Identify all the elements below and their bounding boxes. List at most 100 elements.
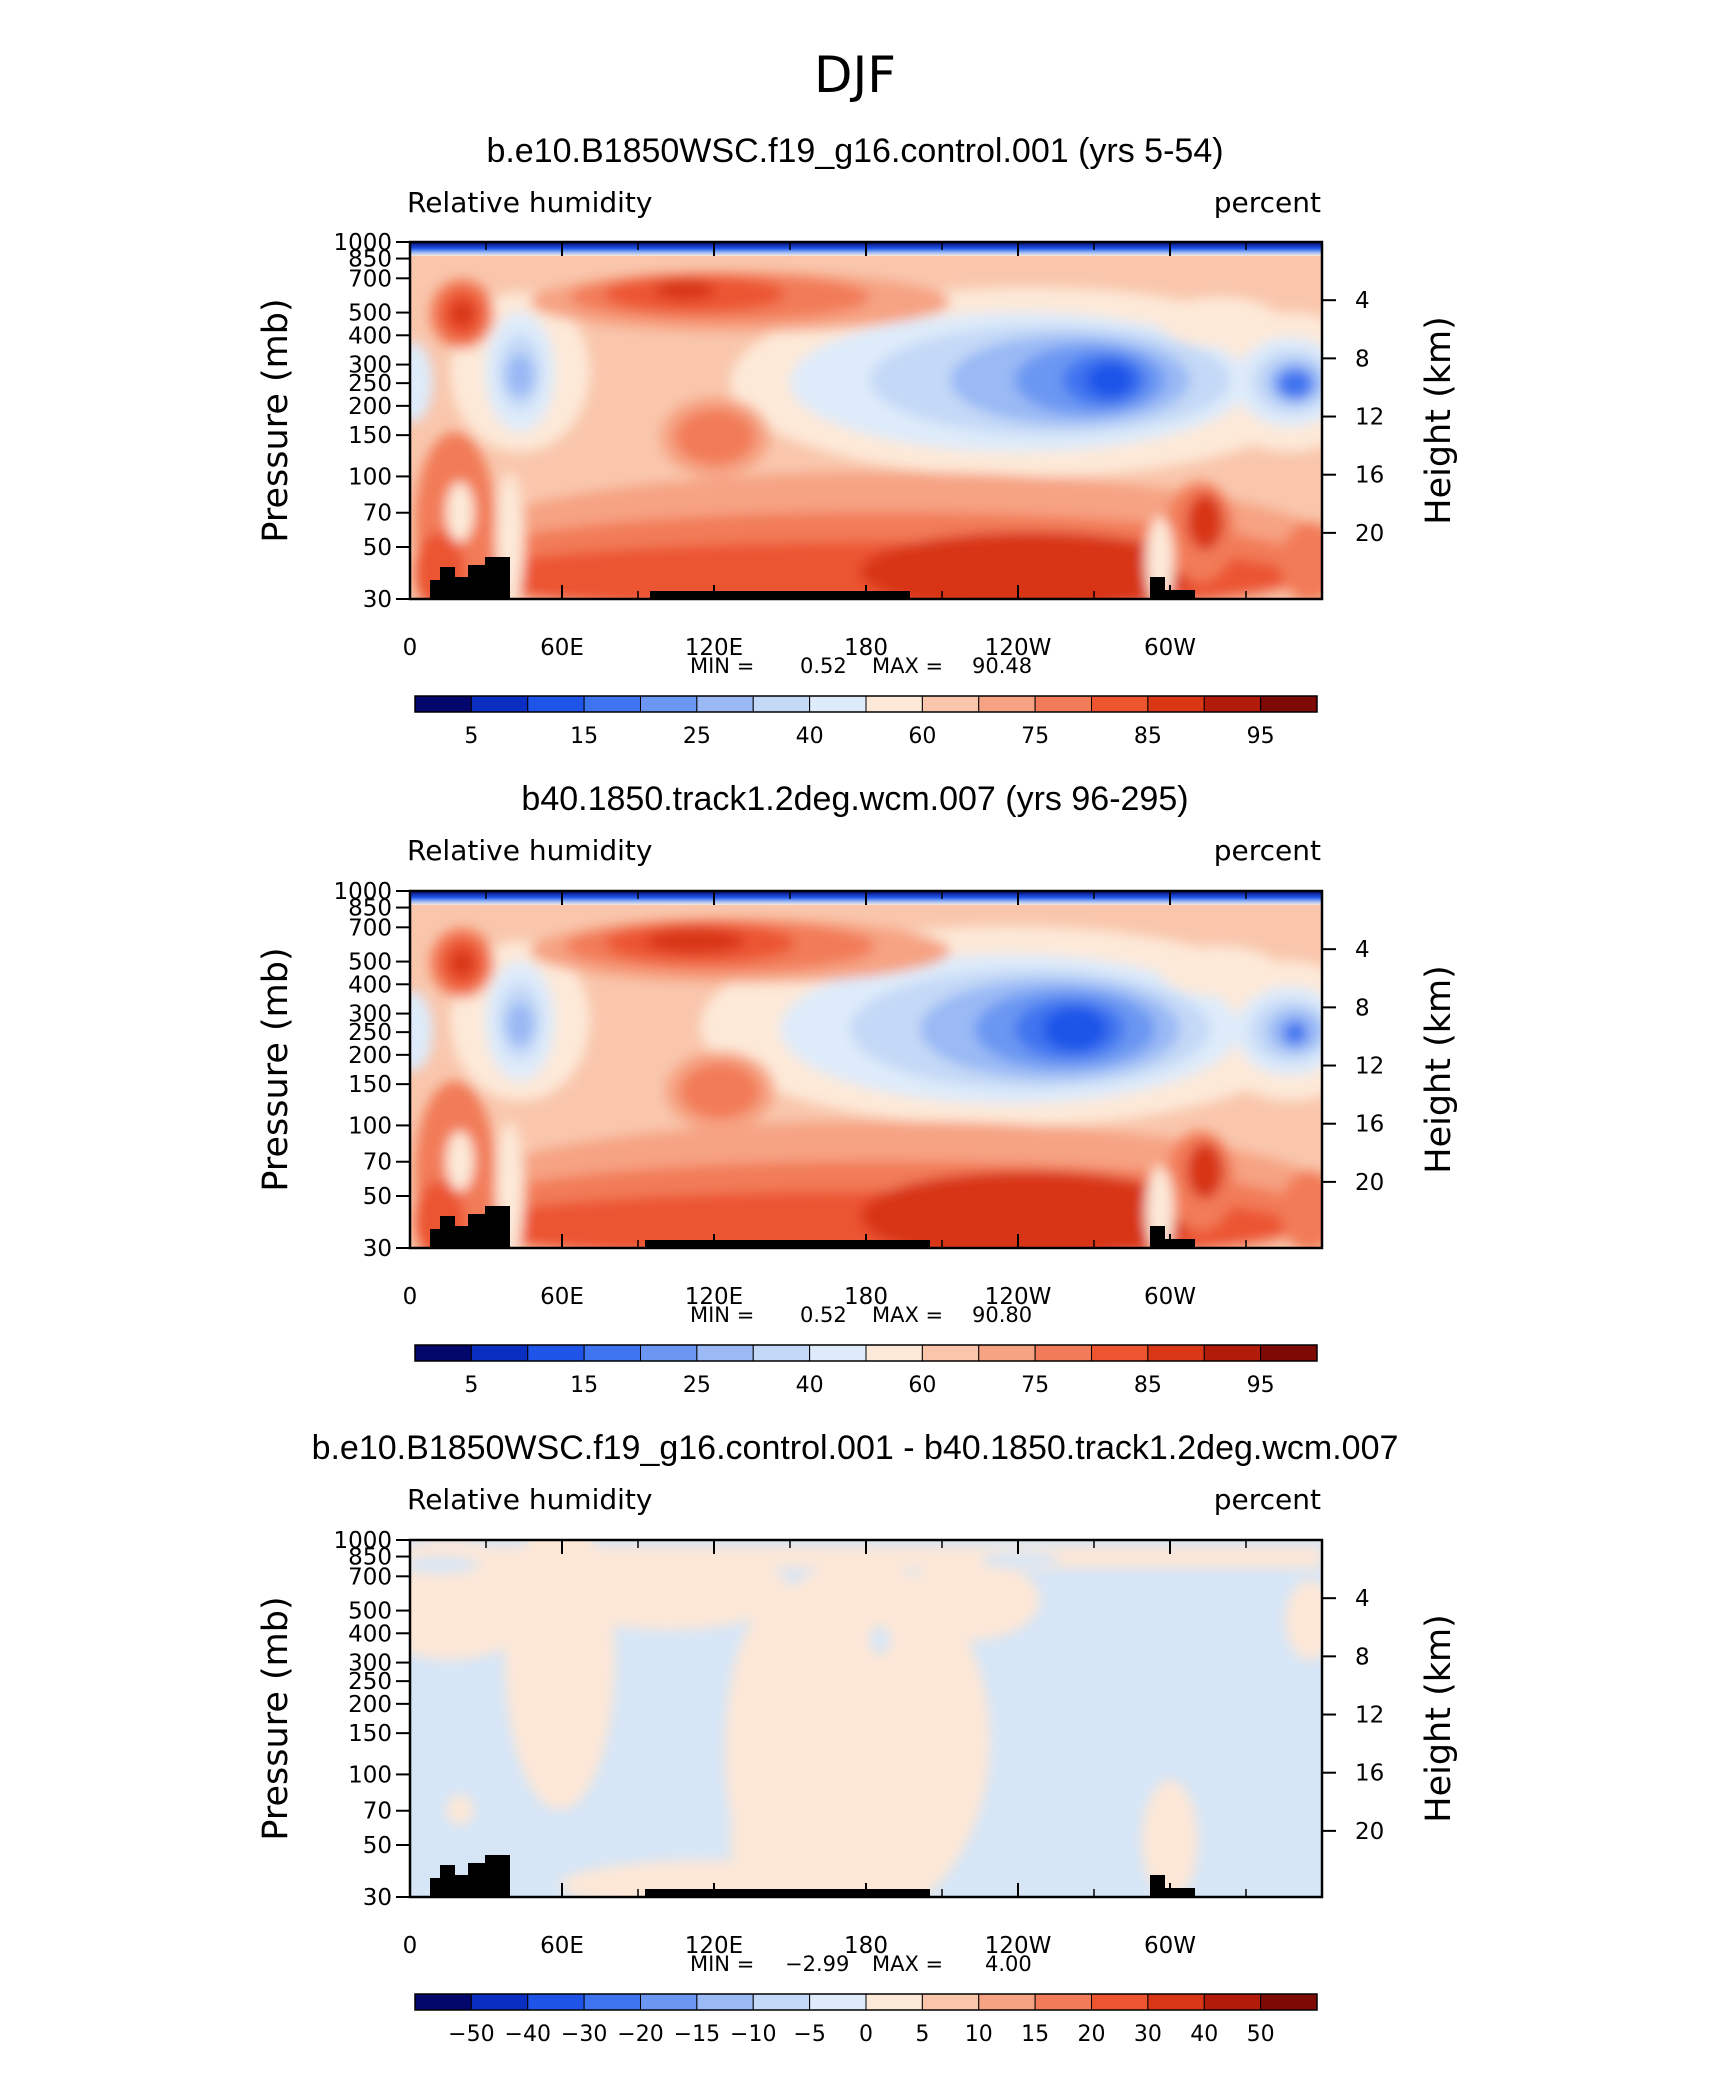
panel-title: b.e10.B1850WSC.f19_g16.control.001 - b40… [312,1429,1399,1467]
colorbar-swatch [1147,695,1205,713]
y-tick-label: 150 [348,1721,392,1747]
colorbar-swatch [1147,1344,1205,1362]
colorbar-swatch [1034,695,1092,713]
colorbar-swatch [978,695,1036,713]
colorbar-label: 15 [570,1373,598,1398]
x-tick-label: 180 [844,1933,888,1959]
x-tick-label: 60E [540,1284,584,1310]
colorbar-label: 85 [1134,1373,1162,1398]
units-label: percent [1214,1483,1321,1516]
colorbar-swatch [696,695,754,713]
colorbar-swatch [865,1344,923,1362]
colorbar-label: 0 [859,2022,873,2047]
y2-tick-label: 8 [1355,995,1370,1021]
colorbar-label: 50 [1247,2022,1275,2047]
colorbar-swatch [414,1344,472,1362]
colorbar-swatch [696,1993,754,2011]
y-tick-label: 500 [348,950,392,976]
variable-label: Relative humidity [407,834,652,867]
y-tick-label: 850 [348,1545,392,1571]
y2-tick-label: 12 [1355,1054,1384,1080]
colorbar-label: 25 [683,1373,711,1398]
x-tick-label: 0 [403,1284,418,1310]
y-tick-label: 700 [348,915,392,941]
max-value: 90.80 [972,1303,1032,1327]
x-tick-label: 180 [844,635,888,661]
colorbar-swatch [1203,1344,1262,1362]
colorbar-label: 10 [965,2022,993,2047]
x-tick-label: 120W [985,635,1052,661]
y2-tick-label: 4 [1355,288,1370,314]
x-tick-label: 60W [1144,635,1196,661]
x-tick-label: 0 [403,1933,418,1959]
y2-axis-title: Height (km) [1419,1614,1459,1823]
colorbar-swatch [527,1993,585,2011]
colorbar-label: 75 [1021,1373,1049,1398]
colorbar-label: 40 [796,724,824,749]
y-tick-label: 100 [348,1113,392,1139]
y-tick-label: 500 [348,1599,392,1625]
colorbar-label: −40 [505,2022,551,2047]
colorbar-swatch [921,1993,980,2011]
y-tick-label: 300 [348,1651,392,1677]
colorbar-label: 40 [796,1373,824,1398]
colorbar-label: −10 [730,2022,776,2047]
colorbar-swatch [921,1344,980,1362]
colorbar-label: 40 [1190,2022,1218,2047]
colorbar-swatch [414,695,472,713]
max-label: MAX = [872,654,943,678]
x-tick-label: 120E [685,1284,743,1310]
panel-control: b.e10.B1850WSC.f19_g16.control.001 (yrs … [256,132,1459,749]
y-tick-label: 300 [348,353,392,379]
colorbar-swatch [583,1344,641,1362]
min-label: MIN = [690,1952,754,1976]
y-axis-title: Pressure (mb) [256,947,296,1191]
colorbar-label: 60 [908,724,936,749]
variable-label: Relative humidity [407,186,652,219]
x-tick-label: 180 [844,1284,888,1310]
colorbar-swatch [1203,695,1262,713]
y-tick-label: 1000 [333,230,392,256]
y-tick-label: 1000 [333,879,392,905]
panel-title: b.e10.B1850WSC.f19_g16.control.001 (yrs … [486,132,1223,170]
contour-field [410,1540,1322,1897]
min-value: −2.99 [785,1952,849,1976]
colorbar-label: −30 [561,2022,607,2047]
y-tick-label: 70 [363,1150,392,1176]
units-label: percent [1214,186,1321,219]
colorbar-frame [414,695,1318,713]
colorbar-label: 15 [1021,2022,1049,2047]
colorbar-label: 15 [570,724,598,749]
y2-tick-label: 16 [1355,463,1384,489]
colorbar-label: 85 [1134,724,1162,749]
min-label: MIN = [690,654,754,678]
colorbar-label: 5 [915,2022,929,2047]
y-tick-label: 100 [348,464,392,490]
y-tick-label: 50 [363,1184,392,1210]
colorbar-swatch [865,1993,923,2011]
colorbar-label: 20 [1078,2022,1106,2047]
x-tick-label: 120W [985,1284,1052,1310]
colorbar-swatch [1260,1344,1318,1362]
y2-tick-label: 8 [1355,346,1370,372]
colorbar-label: −20 [617,2022,663,2047]
max-label: MAX = [872,1303,943,1327]
colorbar-label: −50 [448,2022,494,2047]
colorbar-swatch [696,1344,754,1362]
y2-tick-label: 20 [1355,1170,1384,1196]
y-tick-label: 70 [363,501,392,527]
x-tick-label: 60E [540,635,584,661]
y2-tick-label: 4 [1355,1586,1370,1612]
colorbar-frame [414,1344,1318,1362]
colorbar-swatch [470,695,529,713]
y-tick-label: 700 [348,266,392,292]
y-tick-label: 50 [363,1833,392,1859]
colorbar-swatch [640,695,698,713]
colorbar-swatch [752,1344,811,1362]
colorbar-swatch [978,1993,1036,2011]
units-label: percent [1214,834,1321,867]
variable-label: Relative humidity [407,1483,652,1516]
colorbar-swatch [1260,695,1318,713]
